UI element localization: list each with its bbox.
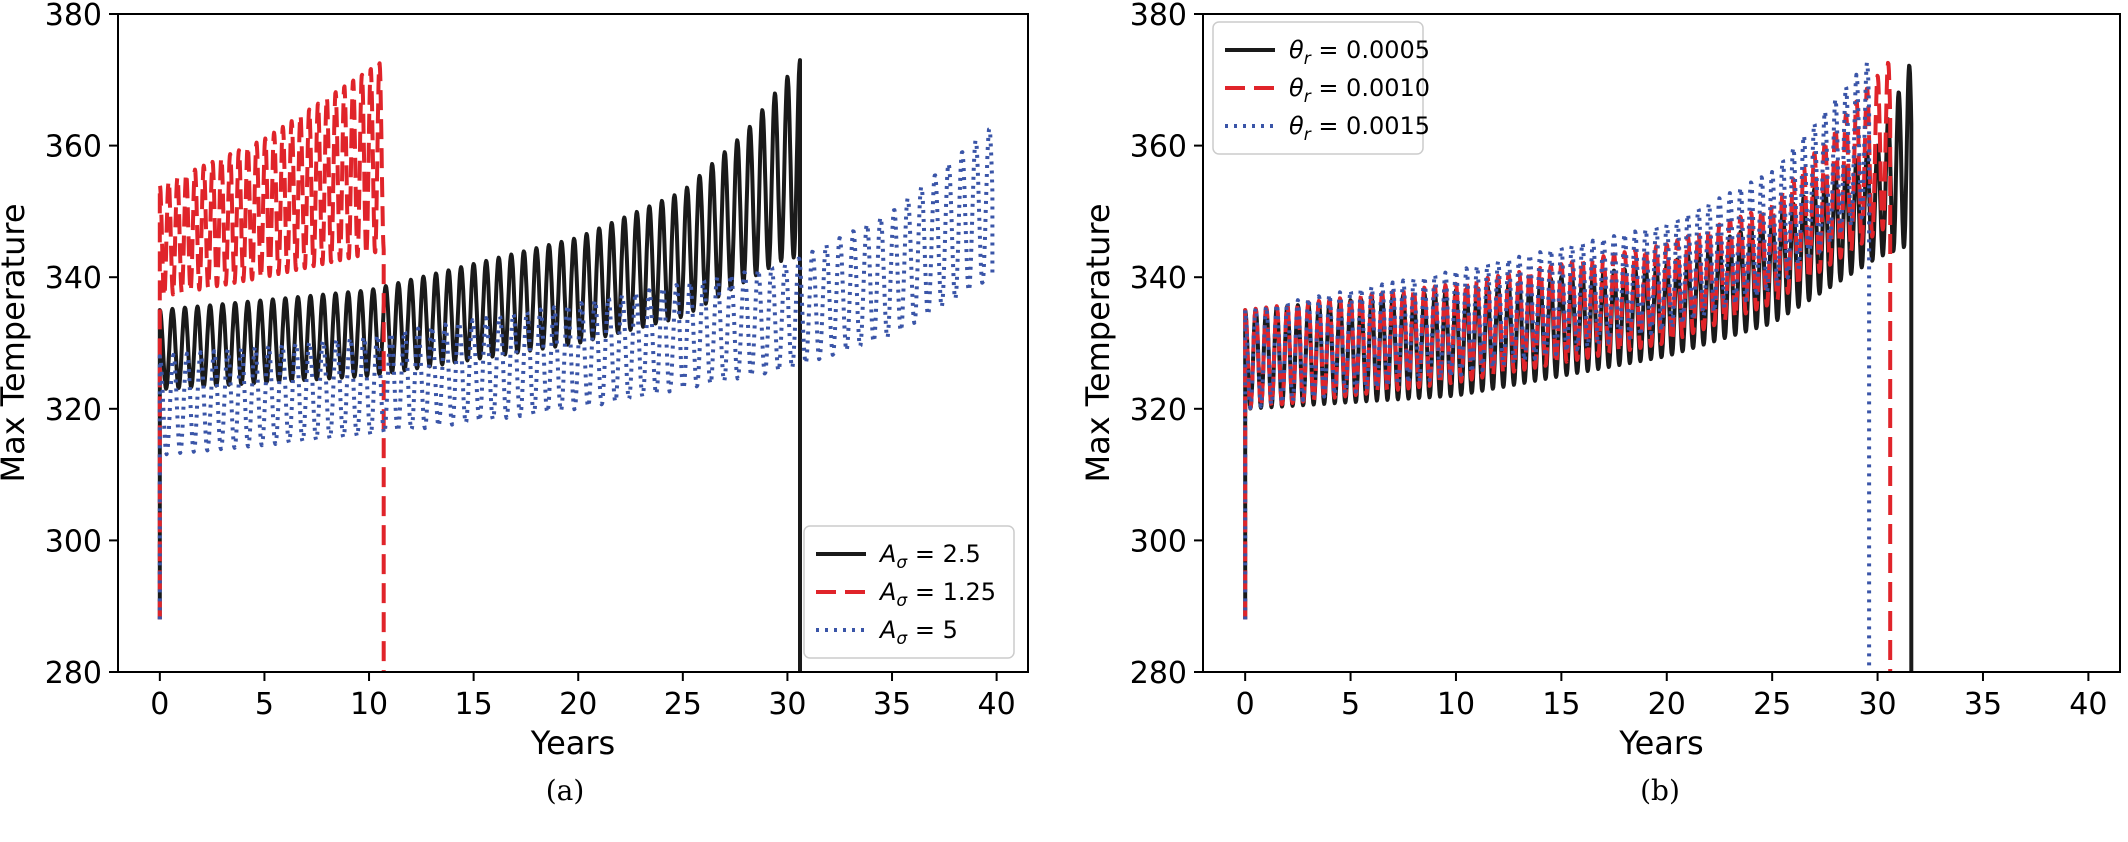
y-tick-label: 360 [1130,130,1187,165]
x-tick-label: 5 [255,687,274,722]
y-axis-title: Max Temperature [0,203,32,482]
series-line-2 [157,61,386,672]
y-tick-label: 300 [45,524,102,559]
x-tick-label: 10 [1437,687,1475,722]
plot-frame [1202,13,2121,673]
legend-label-3: θr = 0.0015 [1289,112,1430,145]
x-tick-label: 20 [1648,687,1686,722]
legend-box [803,525,1015,659]
y-tick-label: 280 [45,656,102,691]
x-axis-title: Years [1618,724,1703,762]
x-tick-label: 5 [1341,687,1360,722]
legend-label-1: θr = 0.0005 [1289,36,1430,69]
panel-caption: (b) [1640,774,1680,807]
legend-label-2: Aσ = 1.25 [878,578,996,611]
x-tick-label: 15 [1542,687,1580,722]
y-tick-label: 280 [1130,656,1187,691]
y-tick-label: 380 [1130,0,1187,33]
y-tick-label: 340 [45,261,102,296]
y-tick-label: 300 [1130,524,1187,559]
y-tick-label: 360 [45,130,102,165]
series-line-3 [1243,60,1872,672]
legend: θr = 0.0005 θr = 0.0010 θr = 0.0015 [1212,21,1430,155]
x-tick-label: 35 [1964,687,2002,722]
y-tick-label: 320 [1130,393,1187,428]
y-tick-label: 320 [45,393,102,428]
x-tick-label: 30 [768,687,806,722]
y-axis-title: Max Temperature [1079,203,1117,482]
legend-label-1: Aσ = 2.5 [878,540,981,573]
series-group [157,58,995,672]
x-tick-label: 0 [1236,687,1255,722]
x-tick-label: 40 [978,687,1016,722]
x-tick-label: 15 [455,687,493,722]
x-tick-label: 10 [350,687,388,722]
series-line-1 [157,58,802,672]
legend: Aσ = 2.5 Aσ = 1.25 Aσ = 5 [803,525,1015,659]
x-tick-label: 25 [1753,687,1791,722]
series-line-2 [1243,60,1893,672]
x-tick-label: 20 [559,687,597,722]
x-tick-label: 35 [873,687,911,722]
x-tick-label: 40 [2069,687,2107,722]
y-tick-label: 340 [1130,261,1187,296]
x-tick-label: 25 [664,687,702,722]
plot-frame [117,13,1029,673]
y-tick-label: 380 [45,0,102,33]
panel-caption: (a) [546,774,585,807]
x-axis-title: Years [530,724,615,762]
chart-panel-1: 0 5 10 15 20 25 30 35 40 280 300 320 340 360 380 Years M… [0,0,1029,807]
legend-box [1212,21,1424,155]
legend-label-3: Aσ = 5 [878,616,958,649]
legend-label-2: θr = 0.0010 [1289,74,1430,107]
x-tick-label: 0 [150,687,169,722]
x-tick-label: 30 [1858,687,1896,722]
chart-panel-2: 0 5 10 15 20 25 30 35 40 280 300 320 340 360 380 Years M… [1079,0,2121,807]
series-group [1243,60,1914,672]
